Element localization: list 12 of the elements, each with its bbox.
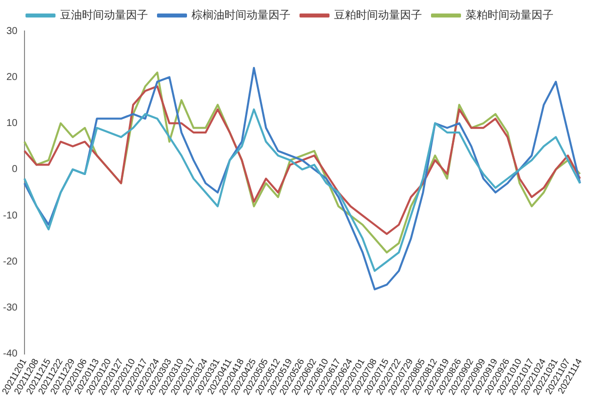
y-tick-label: 10 (6, 118, 18, 130)
y-tick-label: 0 (12, 164, 18, 176)
y-tick-label: 20 (6, 72, 18, 83)
legend-label: 菜粕时间动量因子 (466, 8, 554, 22)
legend-label: 棕榈油时间动量因子 (192, 8, 290, 22)
y-tick-label: -20 (3, 256, 18, 268)
legend-label: 豆粕时间动量因子 (334, 8, 422, 22)
y-tick-label: -30 (3, 302, 18, 314)
y-tick-label: -10 (3, 210, 18, 222)
legend-label: 豆油时间动量因子 (60, 8, 148, 22)
y-tick-label: -40 (3, 348, 18, 360)
y-tick-label: 30 (6, 26, 18, 37)
